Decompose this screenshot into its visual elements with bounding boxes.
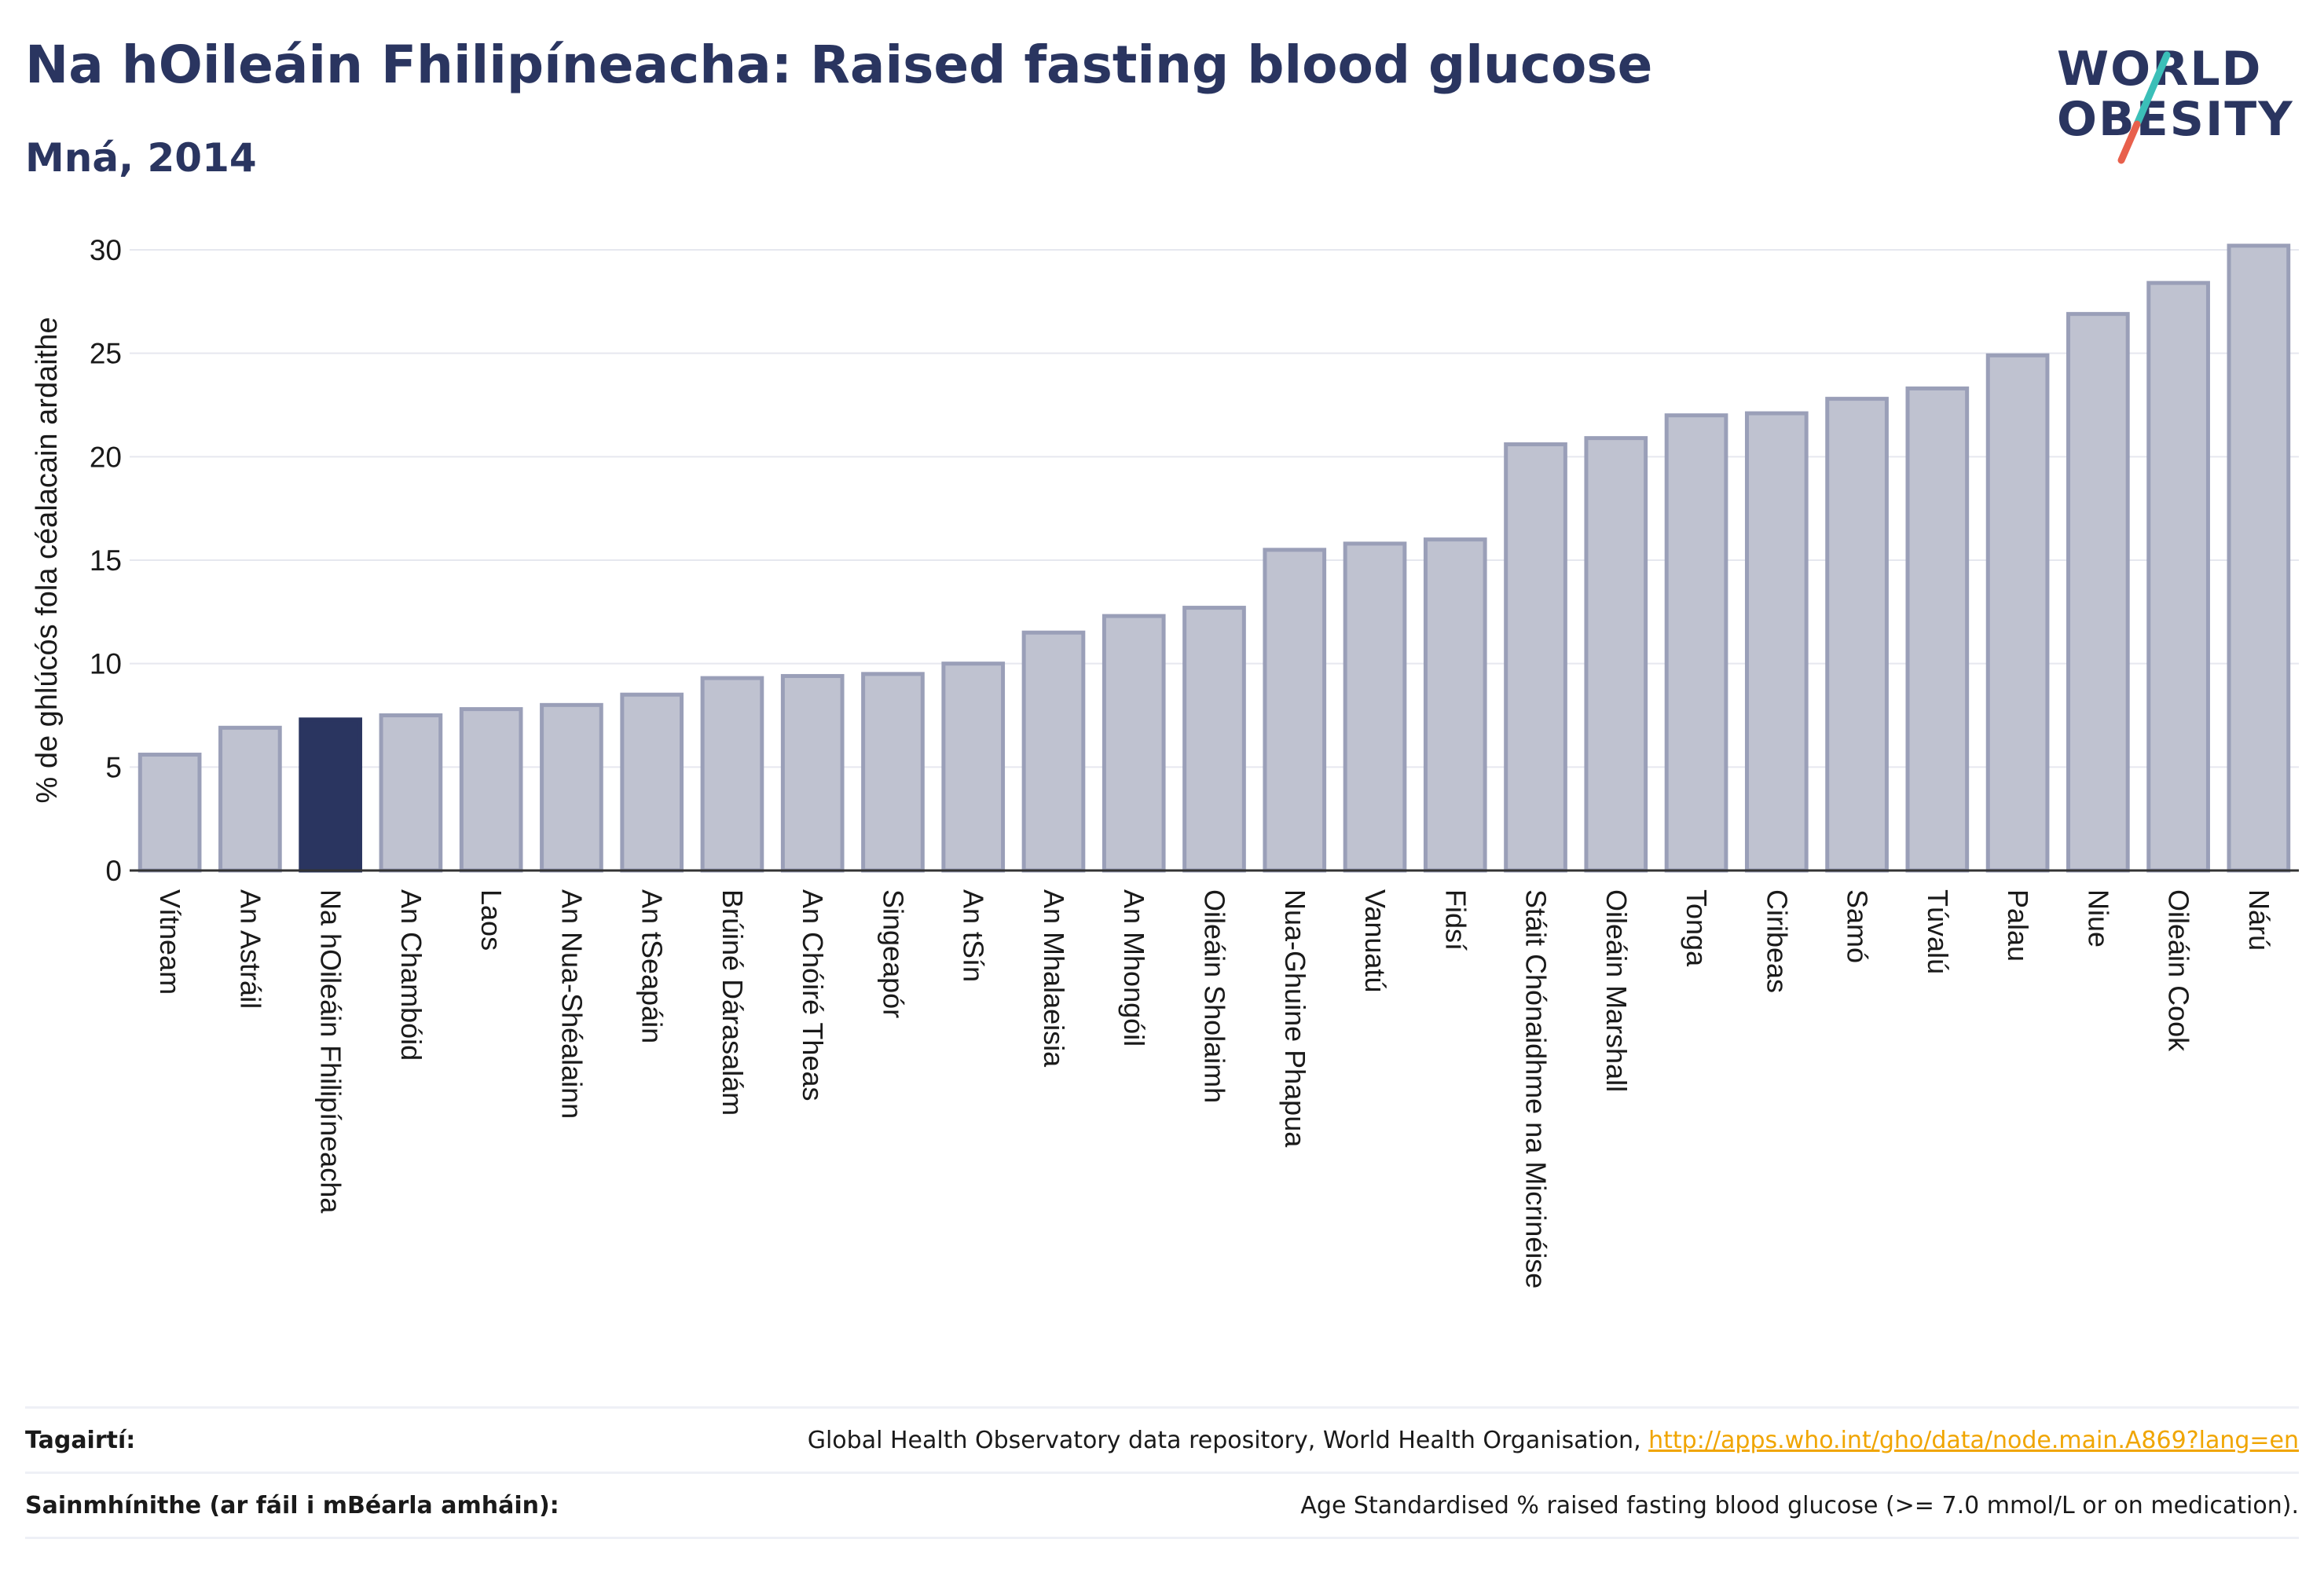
bar	[861, 672, 925, 873]
bar	[1905, 386, 1970, 873]
bar	[620, 692, 684, 873]
x-tick-label: An Astráil	[234, 889, 266, 1009]
bar	[1263, 548, 1327, 873]
definitions-text: Age Standardised % raised fasting blood …	[1300, 1491, 2299, 1519]
bar	[218, 725, 282, 873]
references-text: Global Health Observatory data repositor…	[807, 1426, 1649, 1454]
x-tick-label: Brúiné Dárasalám	[717, 889, 749, 1116]
bar	[1102, 614, 1166, 873]
bar	[2066, 312, 2130, 873]
bar	[1504, 442, 1567, 873]
x-tick-label: Oileáin Marshall	[1600, 889, 1633, 1092]
x-tick-label: An Mhalaeisia	[1038, 889, 1070, 1068]
bar	[2227, 244, 2291, 873]
bar	[1744, 411, 1809, 873]
x-tick-label: Niue	[2082, 889, 2114, 947]
bar	[1021, 630, 1086, 873]
x-tick-label: Oileáin Sholaimh	[1199, 889, 1231, 1103]
y-tick-label: 5	[105, 751, 122, 783]
definitions-label: Sainmhínithe (ar fáil i mBéarla amháin):	[25, 1491, 559, 1519]
x-tick-label: Ciribeas	[1761, 889, 1793, 993]
bar-highlighted	[299, 717, 362, 873]
y-axis: 0 5 10 15 20 25 30	[90, 234, 122, 887]
logo-slash-teal	[2133, 51, 2171, 128]
y-tick-label: 10	[90, 648, 122, 680]
chart-subtitle: Mná, 2014	[25, 135, 257, 181]
bar	[1985, 353, 2050, 873]
logo-slash-icon	[2117, 51, 2171, 164]
x-tick-label: Túvalú	[1922, 889, 1954, 974]
references-value: Global Health Observatory data repositor…	[808, 1427, 2299, 1454]
y-axis-label: % de ghlúcós fola céalacain ardaithe	[31, 317, 64, 804]
x-axis: Vítneam An Astráil Na hOileáin Fhilipíneac…	[130, 869, 2299, 1288]
bar	[379, 713, 443, 873]
references-row: Tagairtí: Global Health Observatory data…	[25, 1406, 2299, 1472]
x-tick-label: Laos	[475, 889, 508, 951]
bar	[1664, 413, 1728, 873]
x-tick-label: Stáit Chónaidhme na Micrinéise	[1520, 889, 1552, 1288]
bar	[540, 702, 603, 873]
x-tick-label: An tSeapáin	[636, 889, 669, 1043]
bar	[1584, 436, 1648, 873]
y-tick-label: 30	[90, 234, 122, 266]
bar	[1343, 541, 1407, 873]
x-tick-label: An Nua-Shéalainn	[555, 889, 588, 1119]
x-tick-label: Singeapór	[877, 889, 909, 1018]
bar	[1182, 606, 1246, 873]
x-tick-label: Oileáin Cook	[2163, 889, 2195, 1052]
x-tick-label: Vítneam	[154, 889, 186, 995]
y-tick-label: 15	[90, 544, 122, 577]
references-label: Tagairtí:	[25, 1426, 136, 1454]
references-link[interactable]: http://apps.who.int/gho/data/node.main.A…	[1648, 1426, 2299, 1454]
x-tick-label: Samó	[1842, 889, 1874, 963]
x-tick-label: Na hOileáin Fhilipíneacha	[315, 889, 347, 1214]
y-tick-label: 25	[90, 338, 122, 370]
x-tick-label: An Mhongóil	[1118, 889, 1150, 1046]
bar	[1825, 397, 1889, 873]
bars	[137, 244, 2291, 873]
bar	[780, 673, 845, 873]
bar	[2146, 280, 2210, 873]
bar	[700, 676, 764, 873]
bar-chart: 0 5 10 15 20 25 30 Vítneam An Astráil Na hOileái…	[31, 234, 2299, 1288]
x-tick-label: Nua-Ghuine Phapua	[1279, 889, 1311, 1148]
chart-title: Na hOileáin Fhilipíneacha: Raised fastin…	[25, 35, 1653, 95]
x-tick-label: An Chóiré Theas	[797, 889, 829, 1101]
logo-slash-red	[2117, 120, 2141, 164]
x-tick-label: Fidsí	[1439, 889, 1472, 951]
x-tick-label: Palau	[2002, 889, 2034, 962]
y-tick-label: 0	[105, 855, 122, 887]
x-tick-label: An tSín	[958, 889, 990, 982]
x-tick-label: Nárú	[2243, 889, 2275, 951]
world-obesity-logo: WORLD OBESITY	[2043, 31, 2310, 169]
x-tick-label: An Chambóid	[395, 889, 427, 1061]
x-tick-label: Vanuatú	[1359, 889, 1391, 992]
logo-word-obesity: OBESITY	[2057, 92, 2294, 147]
bar	[459, 707, 523, 873]
bar	[137, 753, 202, 873]
definitions-row: Sainmhínithe (ar fáil i mBéarla amháin):…	[25, 1472, 2299, 1539]
bar	[941, 662, 1006, 873]
y-tick-label: 20	[90, 441, 122, 473]
x-tick-label: Tonga	[1681, 889, 1713, 967]
bar	[1423, 537, 1487, 873]
